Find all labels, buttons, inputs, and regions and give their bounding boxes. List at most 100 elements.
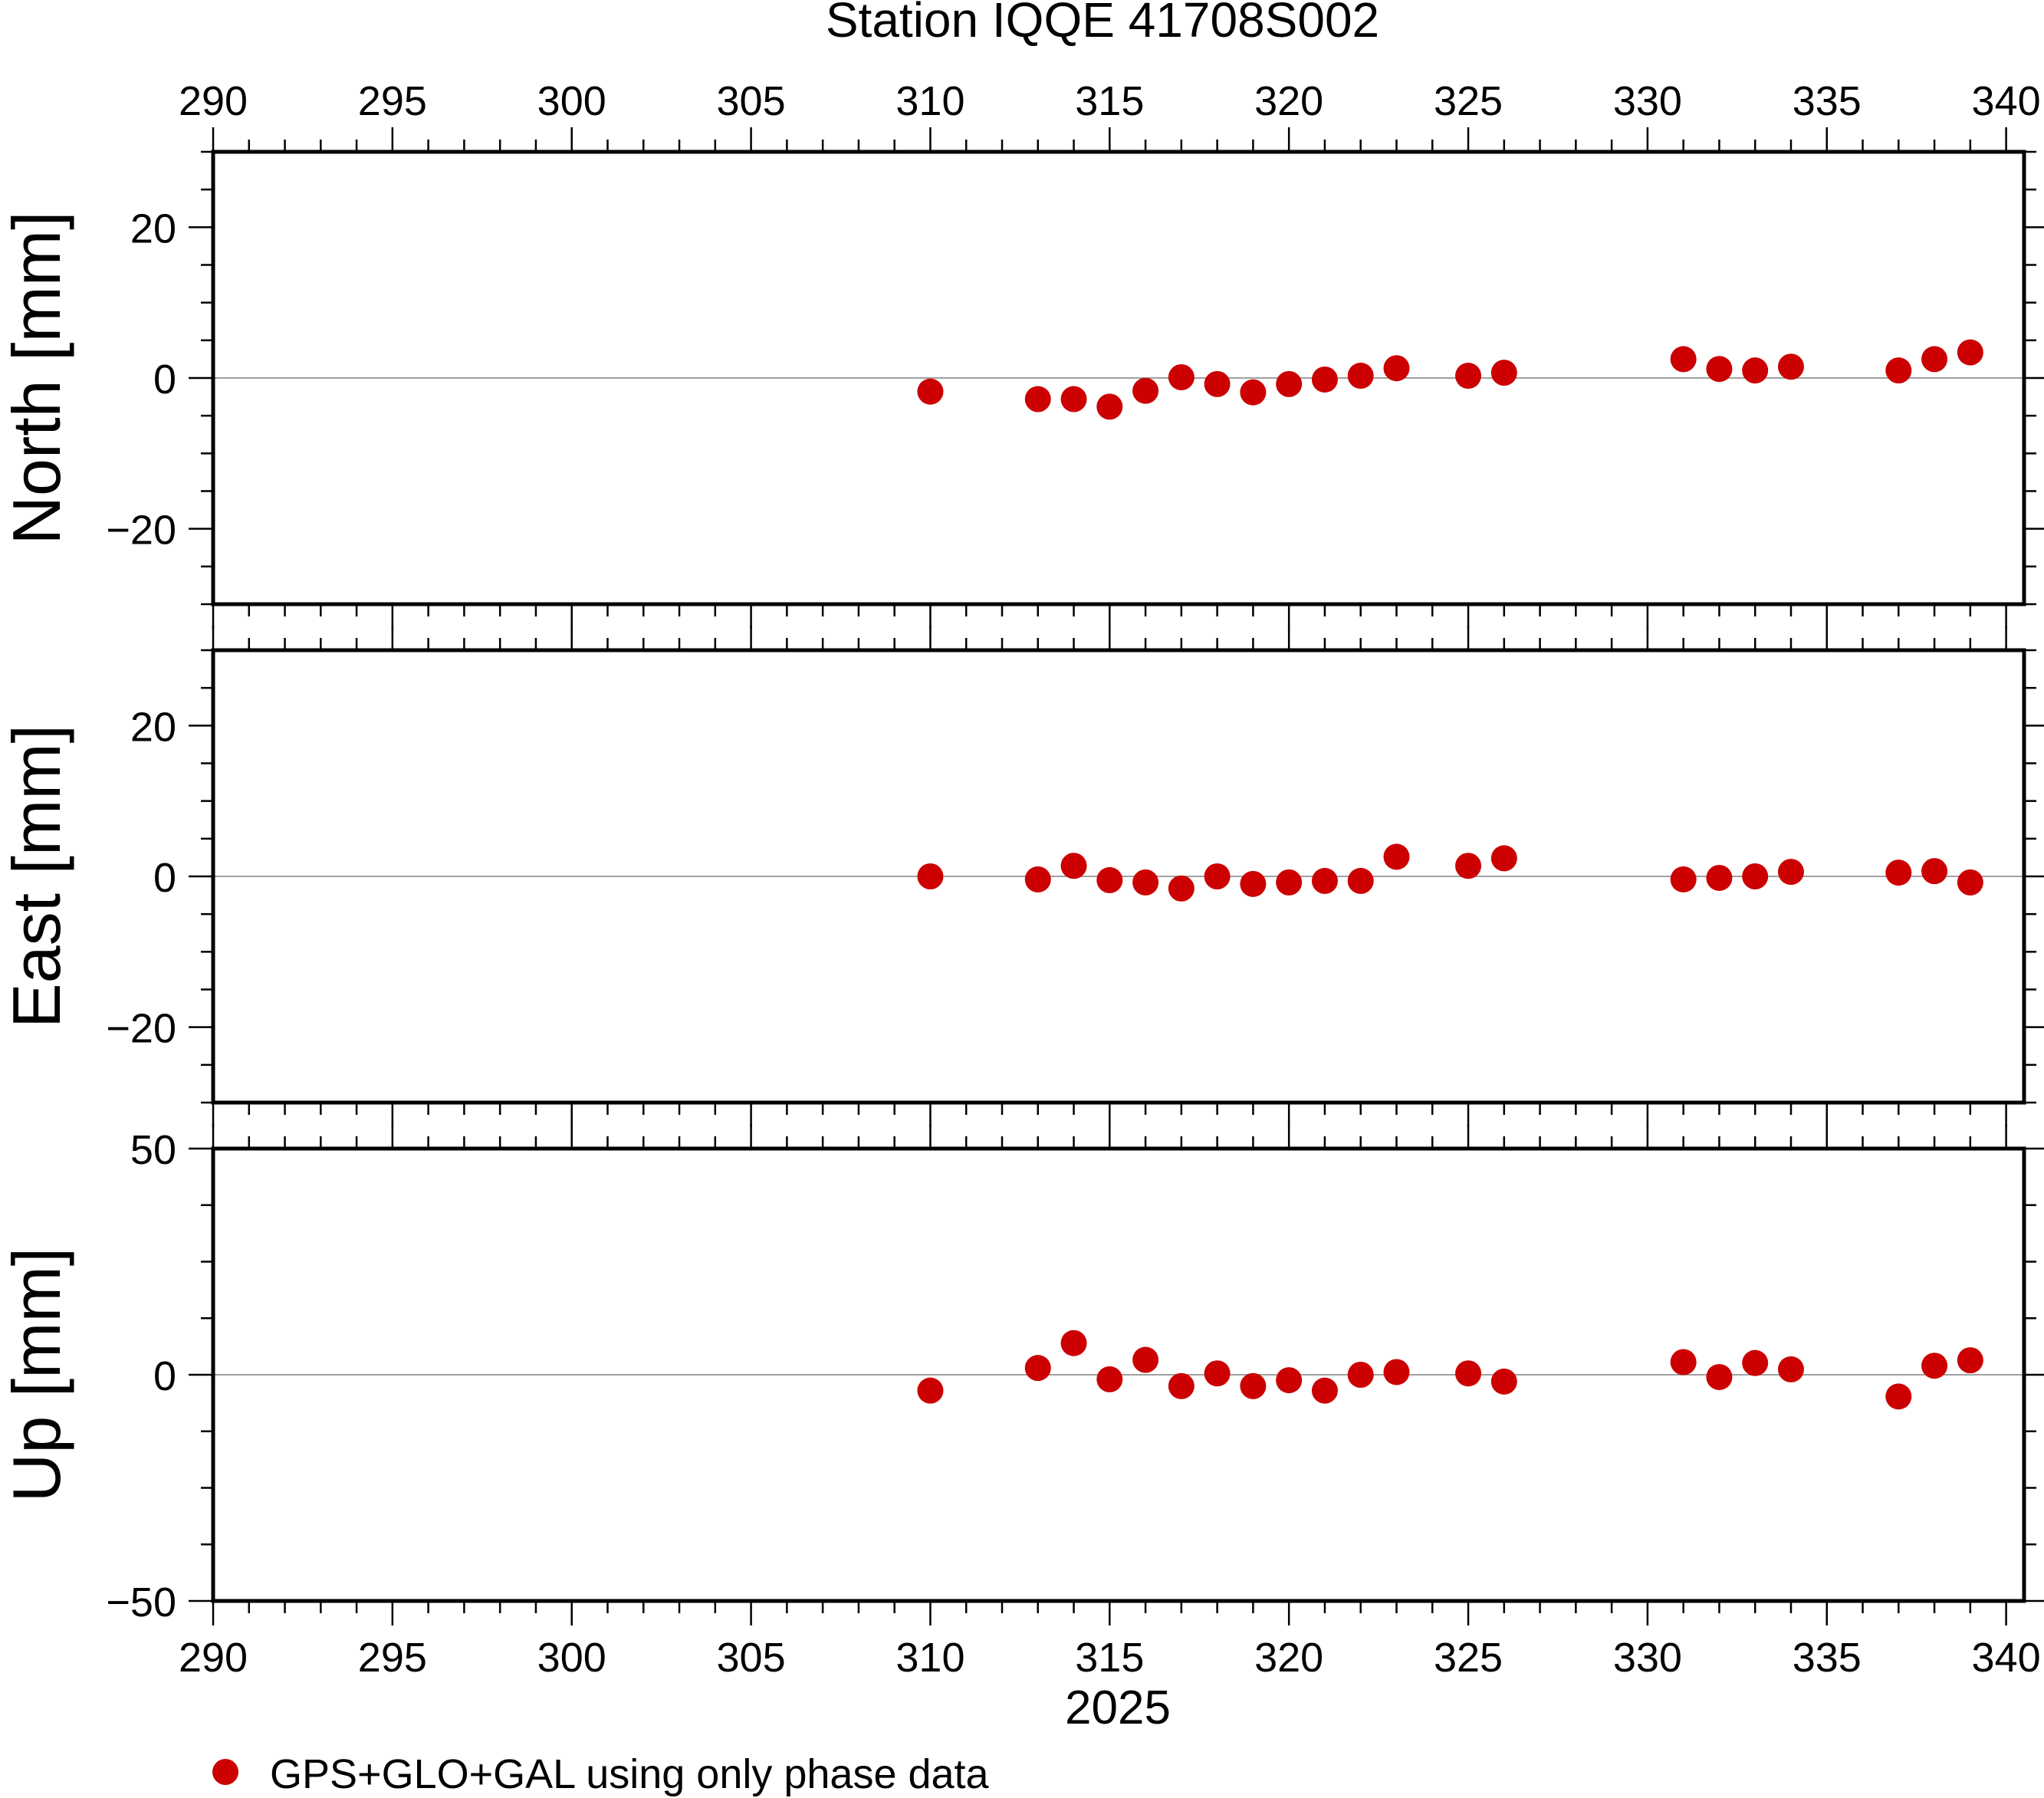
data-point	[1132, 1346, 1159, 1373]
panel-1: −20 0 20 East [mm]	[0, 626, 2044, 1127]
data-point	[1240, 1372, 1267, 1399]
x-tick-label-top: 290	[179, 78, 248, 124]
y-tick-label: 50	[130, 1127, 176, 1173]
data-point	[1885, 860, 1912, 886]
data-point	[1204, 1360, 1231, 1387]
data-point	[1240, 379, 1267, 406]
x-tick-label-bottom: 340	[1972, 1635, 2041, 1681]
data-point	[1921, 858, 1948, 885]
data-point	[1383, 843, 1410, 870]
x-tick-label-top: 315	[1075, 78, 1144, 124]
data-point	[917, 863, 944, 889]
data-point	[1957, 869, 1983, 896]
data-point	[1347, 363, 1374, 390]
data-point	[1132, 377, 1159, 404]
x-tick-label-bottom: 335	[1793, 1635, 1862, 1681]
data-point	[1455, 1360, 1482, 1387]
legend-marker	[212, 1759, 238, 1785]
data-point	[1670, 1349, 1697, 1376]
y-tick-label: −20	[106, 1006, 176, 1052]
data-point	[1060, 386, 1087, 413]
panel-2: −50 0 50 Up [mm]	[0, 1124, 2044, 1625]
x-tick-label-bottom: 300	[537, 1635, 606, 1681]
y-axis-label: East [mm]	[0, 725, 74, 1028]
data-point	[1096, 1366, 1123, 1392]
data-point	[1024, 1355, 1051, 1382]
x-tick-label-top: 330	[1613, 78, 1682, 124]
x-tick-label-top: 320	[1254, 78, 1323, 124]
x-tick-label-top: 335	[1793, 78, 1862, 124]
data-point	[1670, 866, 1697, 892]
data-point	[1096, 393, 1123, 420]
data-point	[1096, 866, 1123, 893]
data-point	[1957, 339, 1983, 366]
data-point	[1347, 1362, 1374, 1388]
data-point	[1455, 853, 1482, 879]
y-tick-label: 0	[153, 1353, 176, 1399]
data-point	[1921, 1353, 1948, 1379]
data-point	[1276, 370, 1303, 397]
data-point	[1024, 386, 1051, 413]
data-point	[1490, 360, 1517, 386]
x-tick-label-top: 340	[1972, 78, 2041, 124]
x-tick-label-bottom: 325	[1434, 1635, 1503, 1681]
data-point	[1490, 845, 1517, 872]
data-point	[1742, 863, 1769, 889]
x-tick-label-top: 310	[895, 78, 964, 124]
chart-title: Station IQQE 41708S002	[826, 0, 1379, 48]
data-point	[1777, 353, 1804, 380]
data-point	[1921, 346, 1948, 373]
data-point	[1455, 363, 1482, 390]
legend: GPS+GLO+GAL using only phase data	[212, 1751, 990, 1797]
data-point	[1168, 1372, 1195, 1399]
x-tick-label-top: 325	[1434, 78, 1503, 124]
x-tick-label-bottom: 330	[1613, 1635, 1682, 1681]
x-tick-label-bottom: 305	[717, 1635, 786, 1681]
data-point	[917, 378, 944, 405]
x-axis-label: 2025	[1065, 1681, 1171, 1734]
panel-frame	[211, 150, 2026, 606]
data-point	[1311, 867, 1338, 894]
data-point	[1777, 1356, 1804, 1382]
legend-label: GPS+GLO+GAL using only phase data	[270, 1751, 990, 1797]
data-point	[1706, 356, 1733, 383]
data-point	[1204, 863, 1231, 889]
x-tick-label-bottom: 295	[358, 1635, 427, 1681]
data-point	[1276, 869, 1303, 896]
y-tick-label: 20	[130, 205, 176, 251]
y-tick-label: −20	[106, 508, 176, 554]
data-point	[1885, 1383, 1912, 1410]
y-axis-label: North [mm]	[0, 211, 74, 544]
x-tick-label-bottom: 290	[179, 1635, 248, 1681]
data-point	[1060, 1330, 1087, 1356]
data-point	[1777, 859, 1804, 886]
data-point	[1311, 366, 1338, 393]
data-point	[1168, 875, 1195, 902]
data-point	[1490, 1368, 1517, 1395]
x-tick-label-top: 300	[537, 78, 606, 124]
y-tick-label: 0	[153, 855, 176, 901]
plot-layer: −20 0 20 North [mm] −20 0 20 East [mm] −50 0 50 Up …	[0, 78, 2044, 1681]
y-tick-label: 20	[130, 704, 176, 750]
x-tick-label-bottom: 315	[1075, 1635, 1144, 1681]
data-point	[1742, 357, 1769, 384]
data-point	[1132, 869, 1159, 896]
x-tick-label-bottom: 310	[895, 1635, 964, 1681]
x-tick-label-bottom: 320	[1254, 1635, 1323, 1681]
data-point	[1383, 1359, 1410, 1385]
data-point	[1957, 1347, 1983, 1374]
x-tick-label-top: 305	[717, 78, 786, 124]
data-point	[1024, 866, 1051, 892]
data-point	[917, 1377, 944, 1404]
panel-frame	[211, 648, 2026, 1105]
data-point	[1347, 867, 1374, 894]
y-axis-label: Up [mm]	[0, 1247, 74, 1502]
y-tick-label: −50	[106, 1579, 176, 1625]
data-point	[1311, 1377, 1338, 1404]
panel-frame	[211, 1146, 2026, 1603]
x-tick-label-top: 295	[358, 78, 427, 124]
data-point	[1742, 1349, 1769, 1376]
data-point	[1383, 355, 1410, 382]
data-point	[1670, 346, 1697, 373]
panel-0: −20 0 20 North [mm]	[0, 127, 2044, 629]
